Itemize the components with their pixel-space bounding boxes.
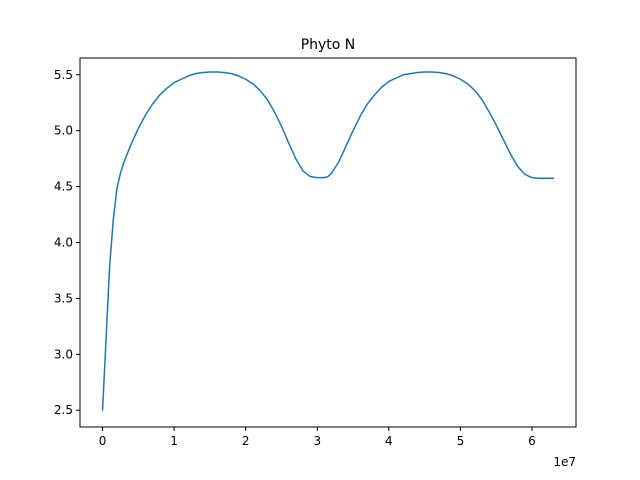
y-tick-label: 2.5 <box>54 403 73 417</box>
y-tick-label: 5.5 <box>54 68 73 82</box>
x-tick-label: 6 <box>528 434 536 448</box>
x-tick-label: 5 <box>457 434 465 448</box>
series-line <box>101 71 555 411</box>
y-tick-label: 3.5 <box>54 291 73 305</box>
chart-title: Phyto N <box>301 37 356 53</box>
y-tick-label: 4.5 <box>54 180 73 194</box>
y-tick-label: 3.0 <box>54 347 73 361</box>
y-tick-label: 5.0 <box>54 124 73 138</box>
x-tick-label: 2 <box>242 434 250 448</box>
y-tick-label: 4.0 <box>54 236 73 250</box>
x-tick-label: 4 <box>385 434 393 448</box>
x-tick-label: 0 <box>99 434 107 448</box>
x-tick-label: 1 <box>170 434 178 448</box>
plot-frame <box>79 57 577 428</box>
x-tick-label: 3 <box>313 434 321 448</box>
x-axis-offset-label: 1e7 <box>553 455 576 469</box>
